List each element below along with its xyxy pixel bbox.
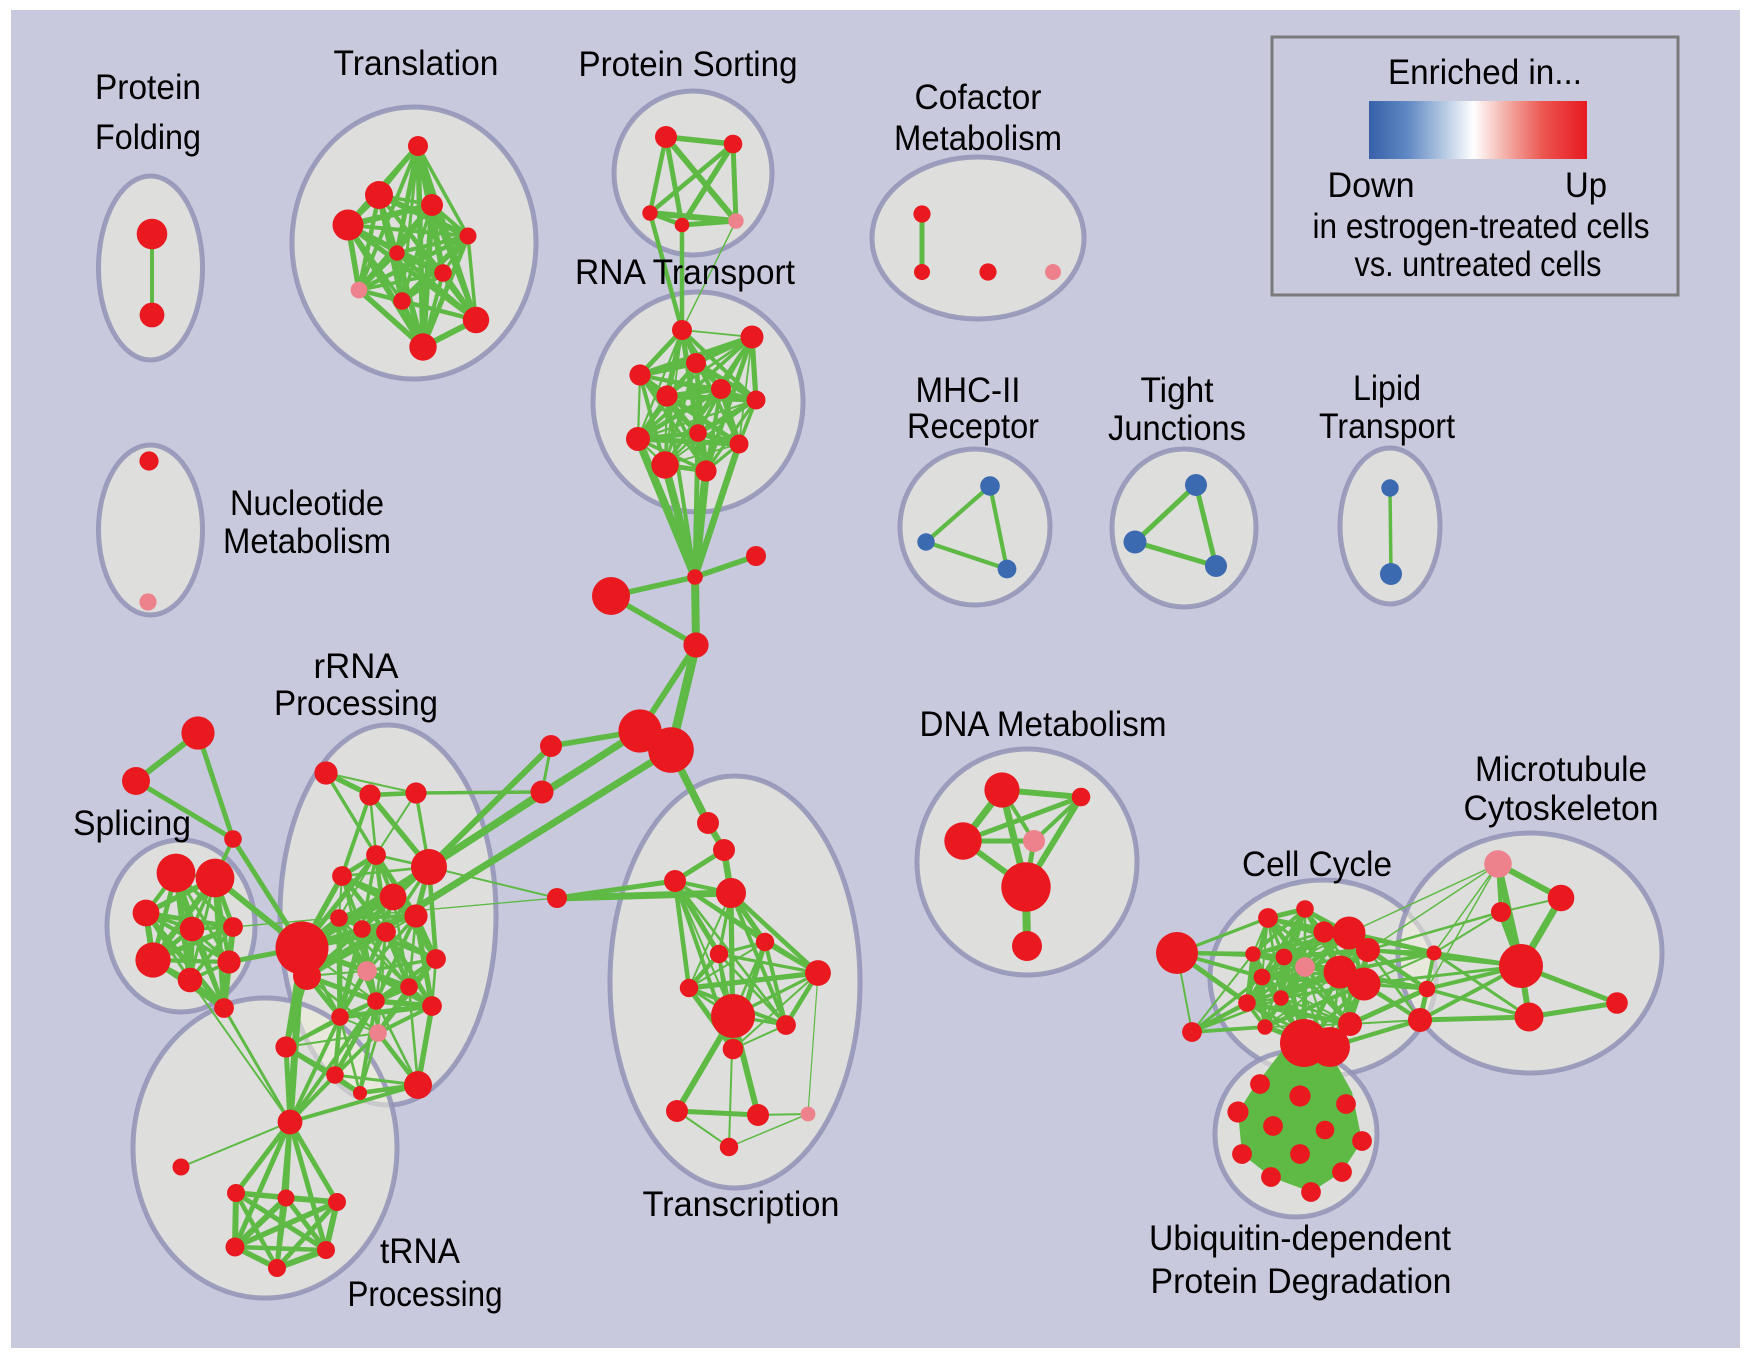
svg-text:Processing: Processing: [348, 1275, 503, 1314]
svg-text:Microtubule: Microtubule: [1475, 750, 1647, 789]
svg-text:Ubiquitin-dependent: Ubiquitin-dependent: [1149, 1219, 1451, 1258]
svg-text:Metabolism: Metabolism: [223, 522, 391, 561]
svg-text:Protein: Protein: [95, 68, 201, 107]
svg-text:Cofactor: Cofactor: [915, 78, 1042, 117]
svg-text:Nucleotide: Nucleotide: [230, 484, 384, 523]
svg-text:Protein Sorting: Protein Sorting: [579, 45, 798, 84]
svg-text:Transcription: Transcription: [643, 1185, 840, 1224]
svg-text:Up: Up: [1565, 166, 1607, 205]
svg-text:RNA Transport: RNA Transport: [575, 253, 795, 292]
svg-text:Enriched in...: Enriched in...: [1388, 53, 1582, 92]
svg-text:Translation: Translation: [334, 44, 499, 83]
svg-text:tRNA: tRNA: [380, 1232, 461, 1271]
svg-text:MHC-II: MHC-II: [916, 371, 1021, 410]
svg-text:Folding: Folding: [95, 118, 201, 157]
svg-text:Splicing: Splicing: [73, 804, 191, 843]
svg-text:vs. untreated cells: vs. untreated cells: [1355, 245, 1602, 284]
svg-text:Tight: Tight: [1141, 371, 1214, 410]
svg-text:Receptor: Receptor: [907, 407, 1039, 446]
svg-text:DNA Metabolism: DNA Metabolism: [920, 705, 1167, 744]
svg-text:Protein Degradation: Protein Degradation: [1151, 1262, 1452, 1301]
svg-text:Cytoskeleton: Cytoskeleton: [1464, 789, 1659, 828]
svg-text:Transport: Transport: [1319, 407, 1455, 446]
svg-text:rRNA: rRNA: [314, 647, 400, 686]
svg-text:Down: Down: [1328, 166, 1415, 205]
svg-text:Lipid: Lipid: [1353, 369, 1421, 408]
svg-text:Junctions: Junctions: [1108, 409, 1246, 448]
svg-text:in estrogen-treated cells: in estrogen-treated cells: [1313, 207, 1650, 246]
svg-text:Processing: Processing: [274, 684, 438, 723]
svg-text:Cell Cycle: Cell Cycle: [1242, 845, 1392, 884]
svg-text:Metabolism: Metabolism: [894, 119, 1062, 158]
